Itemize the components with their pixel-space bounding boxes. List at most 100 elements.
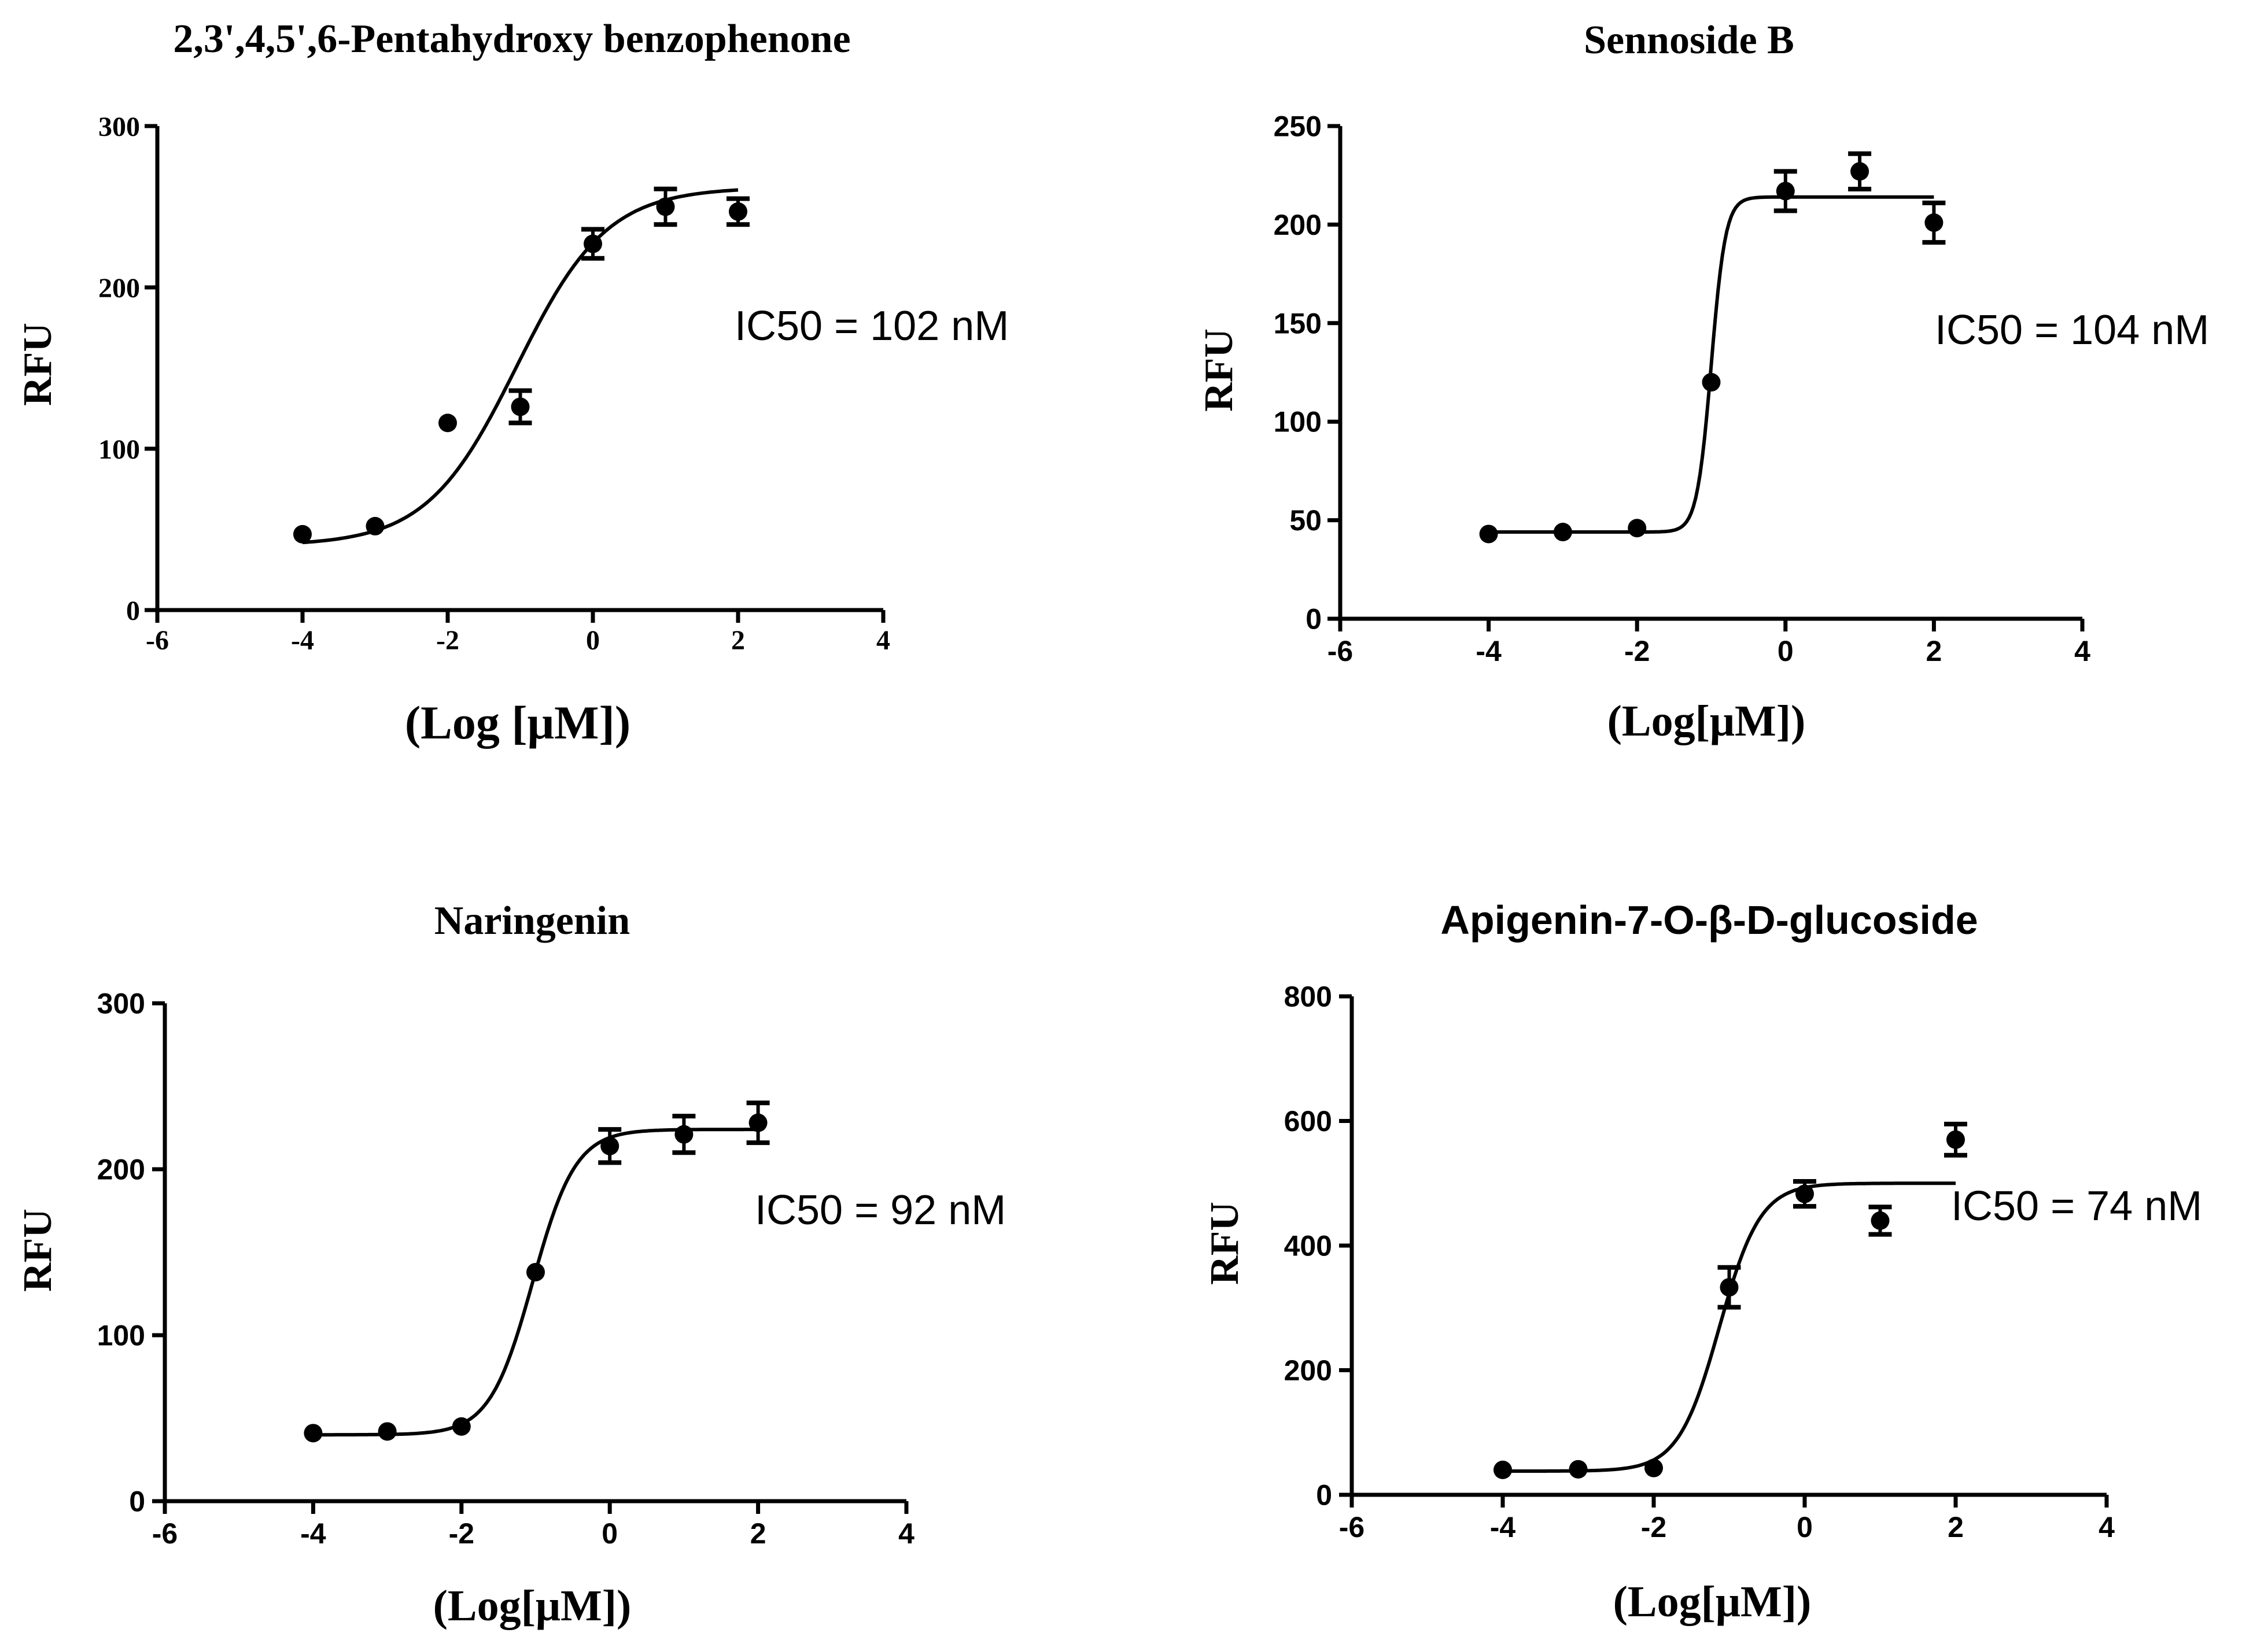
plot-marks xyxy=(152,1001,909,1514)
y-tick-label: 200 xyxy=(97,1154,145,1186)
fit-curve xyxy=(1503,1181,1956,1473)
y-tick-label: 100 xyxy=(1274,406,1322,438)
y-tick-label: 300 xyxy=(97,988,145,1020)
fit-curve xyxy=(1488,195,1934,534)
data-point xyxy=(656,197,675,216)
data-point xyxy=(438,413,457,433)
x-tick-label: -4 xyxy=(1476,635,1502,667)
x-tick-label: 2 xyxy=(731,625,745,656)
plot-marks xyxy=(1339,994,2109,1508)
x-tick-label: 0 xyxy=(602,1517,618,1550)
panel-sennoside-b: Sennoside B IC50 = 104 nM (Log[μM]) RFU … xyxy=(1197,18,2209,745)
x-tick-label: -2 xyxy=(449,1517,474,1550)
data-point xyxy=(1569,1460,1588,1479)
x-tick-label: 4 xyxy=(2099,1511,2115,1543)
y-axis-label: RFU xyxy=(1197,328,1241,412)
data-point xyxy=(1553,523,1572,542)
y-tick-label: 0 xyxy=(129,1486,145,1518)
plot-marks xyxy=(145,124,886,623)
data-point xyxy=(1720,1278,1739,1297)
data-point xyxy=(378,1422,397,1441)
tick-labels: -6 -4 -2 0 2 4 0 200 400 600 800 xyxy=(1284,981,2115,1544)
ic50-annotation: IC50 = 92 nM xyxy=(755,1187,1006,1233)
data-point xyxy=(1850,162,1869,181)
panel-title: Apigenin-7-O-β-D-glucoside xyxy=(1440,897,1978,943)
data-point xyxy=(526,1262,545,1281)
data-point xyxy=(1479,524,1498,544)
y-tick-label: 200 xyxy=(1274,209,1322,241)
tick-labels: -6 -4 -2 0 2 4 0 100 200 300 xyxy=(97,988,915,1550)
y-axis-label: RFU xyxy=(1203,1202,1247,1285)
x-axis-label: (Log[μM]) xyxy=(433,1582,632,1630)
data-point xyxy=(729,202,747,221)
y-axis-label: RFU xyxy=(16,323,60,406)
data-point xyxy=(1644,1458,1663,1477)
x-tick-label: -2 xyxy=(1641,1511,1666,1543)
x-tick-label: 0 xyxy=(1777,635,1794,667)
y-tick-label: 0 xyxy=(1316,1479,1332,1512)
data-point xyxy=(1871,1211,1890,1230)
fit-curve xyxy=(302,188,739,545)
data-point xyxy=(293,524,312,544)
y-axis-label: RFU xyxy=(16,1209,60,1292)
x-axis-label: (Log[μM]) xyxy=(1613,1577,1812,1626)
x-tick-label: -6 xyxy=(1339,1511,1365,1543)
y-tick-label: 150 xyxy=(1274,307,1322,339)
data-point xyxy=(1493,1460,1512,1479)
data-point xyxy=(511,397,530,416)
x-axis-label: (Log [μM]) xyxy=(405,696,630,749)
data-point xyxy=(452,1417,471,1436)
data-point xyxy=(674,1125,694,1144)
data-point xyxy=(366,516,385,535)
x-tick-label: -2 xyxy=(436,625,459,656)
data-point xyxy=(600,1136,619,1155)
panel-title: Sennoside B xyxy=(1584,18,1794,62)
x-tick-label: -4 xyxy=(1490,1511,1516,1543)
tick-labels: -6 -4 -2 0 2 4 0 100 200 300 xyxy=(98,112,890,656)
y-tick-label: 800 xyxy=(1284,981,1332,1013)
data-point xyxy=(1946,1130,1965,1149)
panel-benzophenone: 2,3',4,5',6-Pentahydroxy benzophenone IC… xyxy=(16,17,1009,749)
data-point xyxy=(1628,519,1647,538)
panel-apigenin: Apigenin-7-O-β-D-glucoside IC50 = 74 nM … xyxy=(1203,897,2202,1626)
ic50-annotation: IC50 = 74 nM xyxy=(1951,1183,2202,1229)
x-tick-label: -4 xyxy=(300,1517,326,1550)
x-tick-label: -4 xyxy=(291,625,314,656)
x-tick-label: 2 xyxy=(1926,635,1942,667)
y-tick-label: 100 xyxy=(97,1320,145,1352)
y-tick-label: 0 xyxy=(1306,603,1322,636)
data-point xyxy=(584,234,602,253)
panel-title: Naringenin xyxy=(434,899,630,943)
x-axis-label: (Log[μM]) xyxy=(1607,697,1806,745)
y-tick-label: 0 xyxy=(126,596,140,626)
y-tick-label: 200 xyxy=(1284,1354,1332,1387)
x-tick-label: 4 xyxy=(876,625,890,656)
ic50-annotation: IC50 = 102 nM xyxy=(735,303,1009,349)
x-tick-label: 4 xyxy=(898,1517,914,1550)
panel-title: 2,3',4,5',6-Pentahydroxy benzophenone xyxy=(173,17,850,61)
data-point xyxy=(304,1424,323,1443)
data-point xyxy=(1776,182,1795,201)
x-tick-label: -2 xyxy=(1624,635,1650,667)
y-tick-label: 200 xyxy=(98,273,140,304)
x-tick-label: -6 xyxy=(146,625,169,656)
data-point xyxy=(1795,1184,1814,1203)
x-tick-label: -6 xyxy=(1327,635,1353,667)
data-point xyxy=(1924,213,1944,232)
data-point xyxy=(748,1113,768,1132)
plot-marks xyxy=(1327,124,2085,631)
y-tick-label: 250 xyxy=(1274,110,1322,143)
x-tick-label: 2 xyxy=(1948,1511,1964,1543)
y-tick-label: 400 xyxy=(1284,1230,1332,1262)
y-tick-label: 600 xyxy=(1284,1105,1332,1137)
panel-naringenin: Naringenin IC50 = 92 nM (Log[μM]) RFU -6… xyxy=(16,899,1006,1630)
y-tick-label: 100 xyxy=(98,434,140,465)
x-tick-label: 0 xyxy=(1797,1511,1813,1543)
x-tick-label: -6 xyxy=(152,1517,178,1550)
ic50-annotation: IC50 = 104 nM xyxy=(1935,307,2209,353)
fit-curve xyxy=(313,1128,758,1437)
x-tick-label: 0 xyxy=(586,625,600,656)
y-tick-label: 300 xyxy=(98,112,140,142)
y-tick-label: 50 xyxy=(1289,504,1322,537)
